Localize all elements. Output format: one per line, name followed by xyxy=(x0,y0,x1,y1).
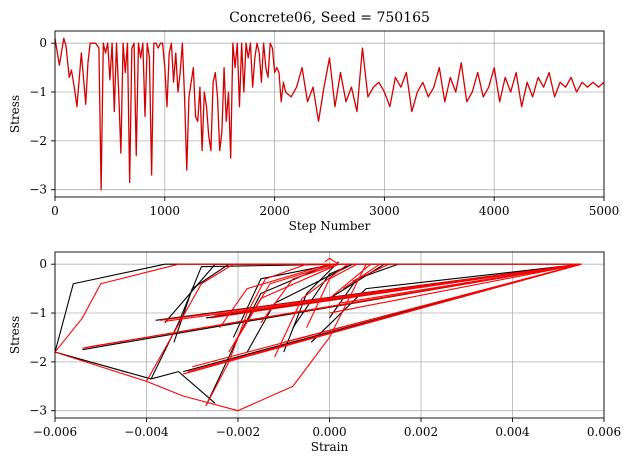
x-tick-label: 0.006 xyxy=(587,425,621,439)
y-tick-label: −3 xyxy=(29,404,47,418)
x-tick-label: −0.006 xyxy=(33,425,77,439)
x-axis-label: Step Number xyxy=(289,219,371,233)
x-tick-label: 4000 xyxy=(479,204,510,218)
plot-area xyxy=(55,37,604,191)
x-tick-label: −0.002 xyxy=(216,425,260,439)
x-tick-label: 1000 xyxy=(150,204,181,218)
series-line-red xyxy=(306,263,358,328)
y-tick-label: −3 xyxy=(29,183,47,197)
subplot-1: 0 1000 2000 3000 4000 5000 0 −1 −2 −3 Step Number S… xyxy=(8,10,619,233)
series-line-red xyxy=(215,263,582,317)
series-line-black xyxy=(232,263,335,338)
x-axis-label: Strain xyxy=(311,440,349,454)
x-tick-label: 2000 xyxy=(259,204,290,218)
x-tick-label: −0.004 xyxy=(124,425,169,439)
series-line-red xyxy=(219,263,330,328)
y-tick-label: −2 xyxy=(29,355,47,369)
series-line-black xyxy=(150,371,216,404)
series-line-red xyxy=(324,257,339,265)
series-line-black xyxy=(292,263,353,328)
plot-area xyxy=(55,257,582,412)
series-line-black xyxy=(55,351,152,380)
series-line-black xyxy=(310,263,582,343)
series-line-red xyxy=(274,263,349,358)
subplot-2: −0.006 −0.004 −0.002 0.000 0.002 0.004 0.006 0 −… xyxy=(8,251,621,454)
y-axis-label: Stress xyxy=(8,316,22,354)
series-line-red xyxy=(187,263,582,373)
chart-title: Concrete06, Seed = 750165 xyxy=(229,10,430,26)
y-tick-label: −2 xyxy=(29,134,47,148)
series-line-red xyxy=(329,263,582,314)
series-line-black xyxy=(173,263,230,343)
y-tick-label: −1 xyxy=(29,306,47,320)
series-line-red xyxy=(338,263,582,304)
x-tick-label: 0 xyxy=(51,204,59,218)
series-line xyxy=(55,37,604,191)
y-tick-label: 0 xyxy=(39,36,47,50)
y-tick-label: 0 xyxy=(39,257,47,271)
x-tick-label: 0.002 xyxy=(404,425,438,439)
series-line-red xyxy=(329,263,372,299)
series-line-black xyxy=(283,261,340,353)
x-tick-label: 3000 xyxy=(369,204,400,218)
x-tick-label: 5000 xyxy=(589,204,620,218)
x-tick-label: 0.000 xyxy=(312,425,346,439)
y-axis-label: Stress xyxy=(8,95,22,133)
series-line-red xyxy=(283,263,582,343)
series-line-red xyxy=(237,263,335,338)
series-line-red xyxy=(146,263,344,382)
y-tick-label: −1 xyxy=(29,85,47,99)
x-tick-label: 0.004 xyxy=(495,425,530,439)
series-line-red xyxy=(352,263,390,282)
series-line-black xyxy=(205,263,330,407)
series-line-red xyxy=(55,263,367,412)
series-line-red xyxy=(260,263,339,324)
axes-frame xyxy=(54,30,605,198)
